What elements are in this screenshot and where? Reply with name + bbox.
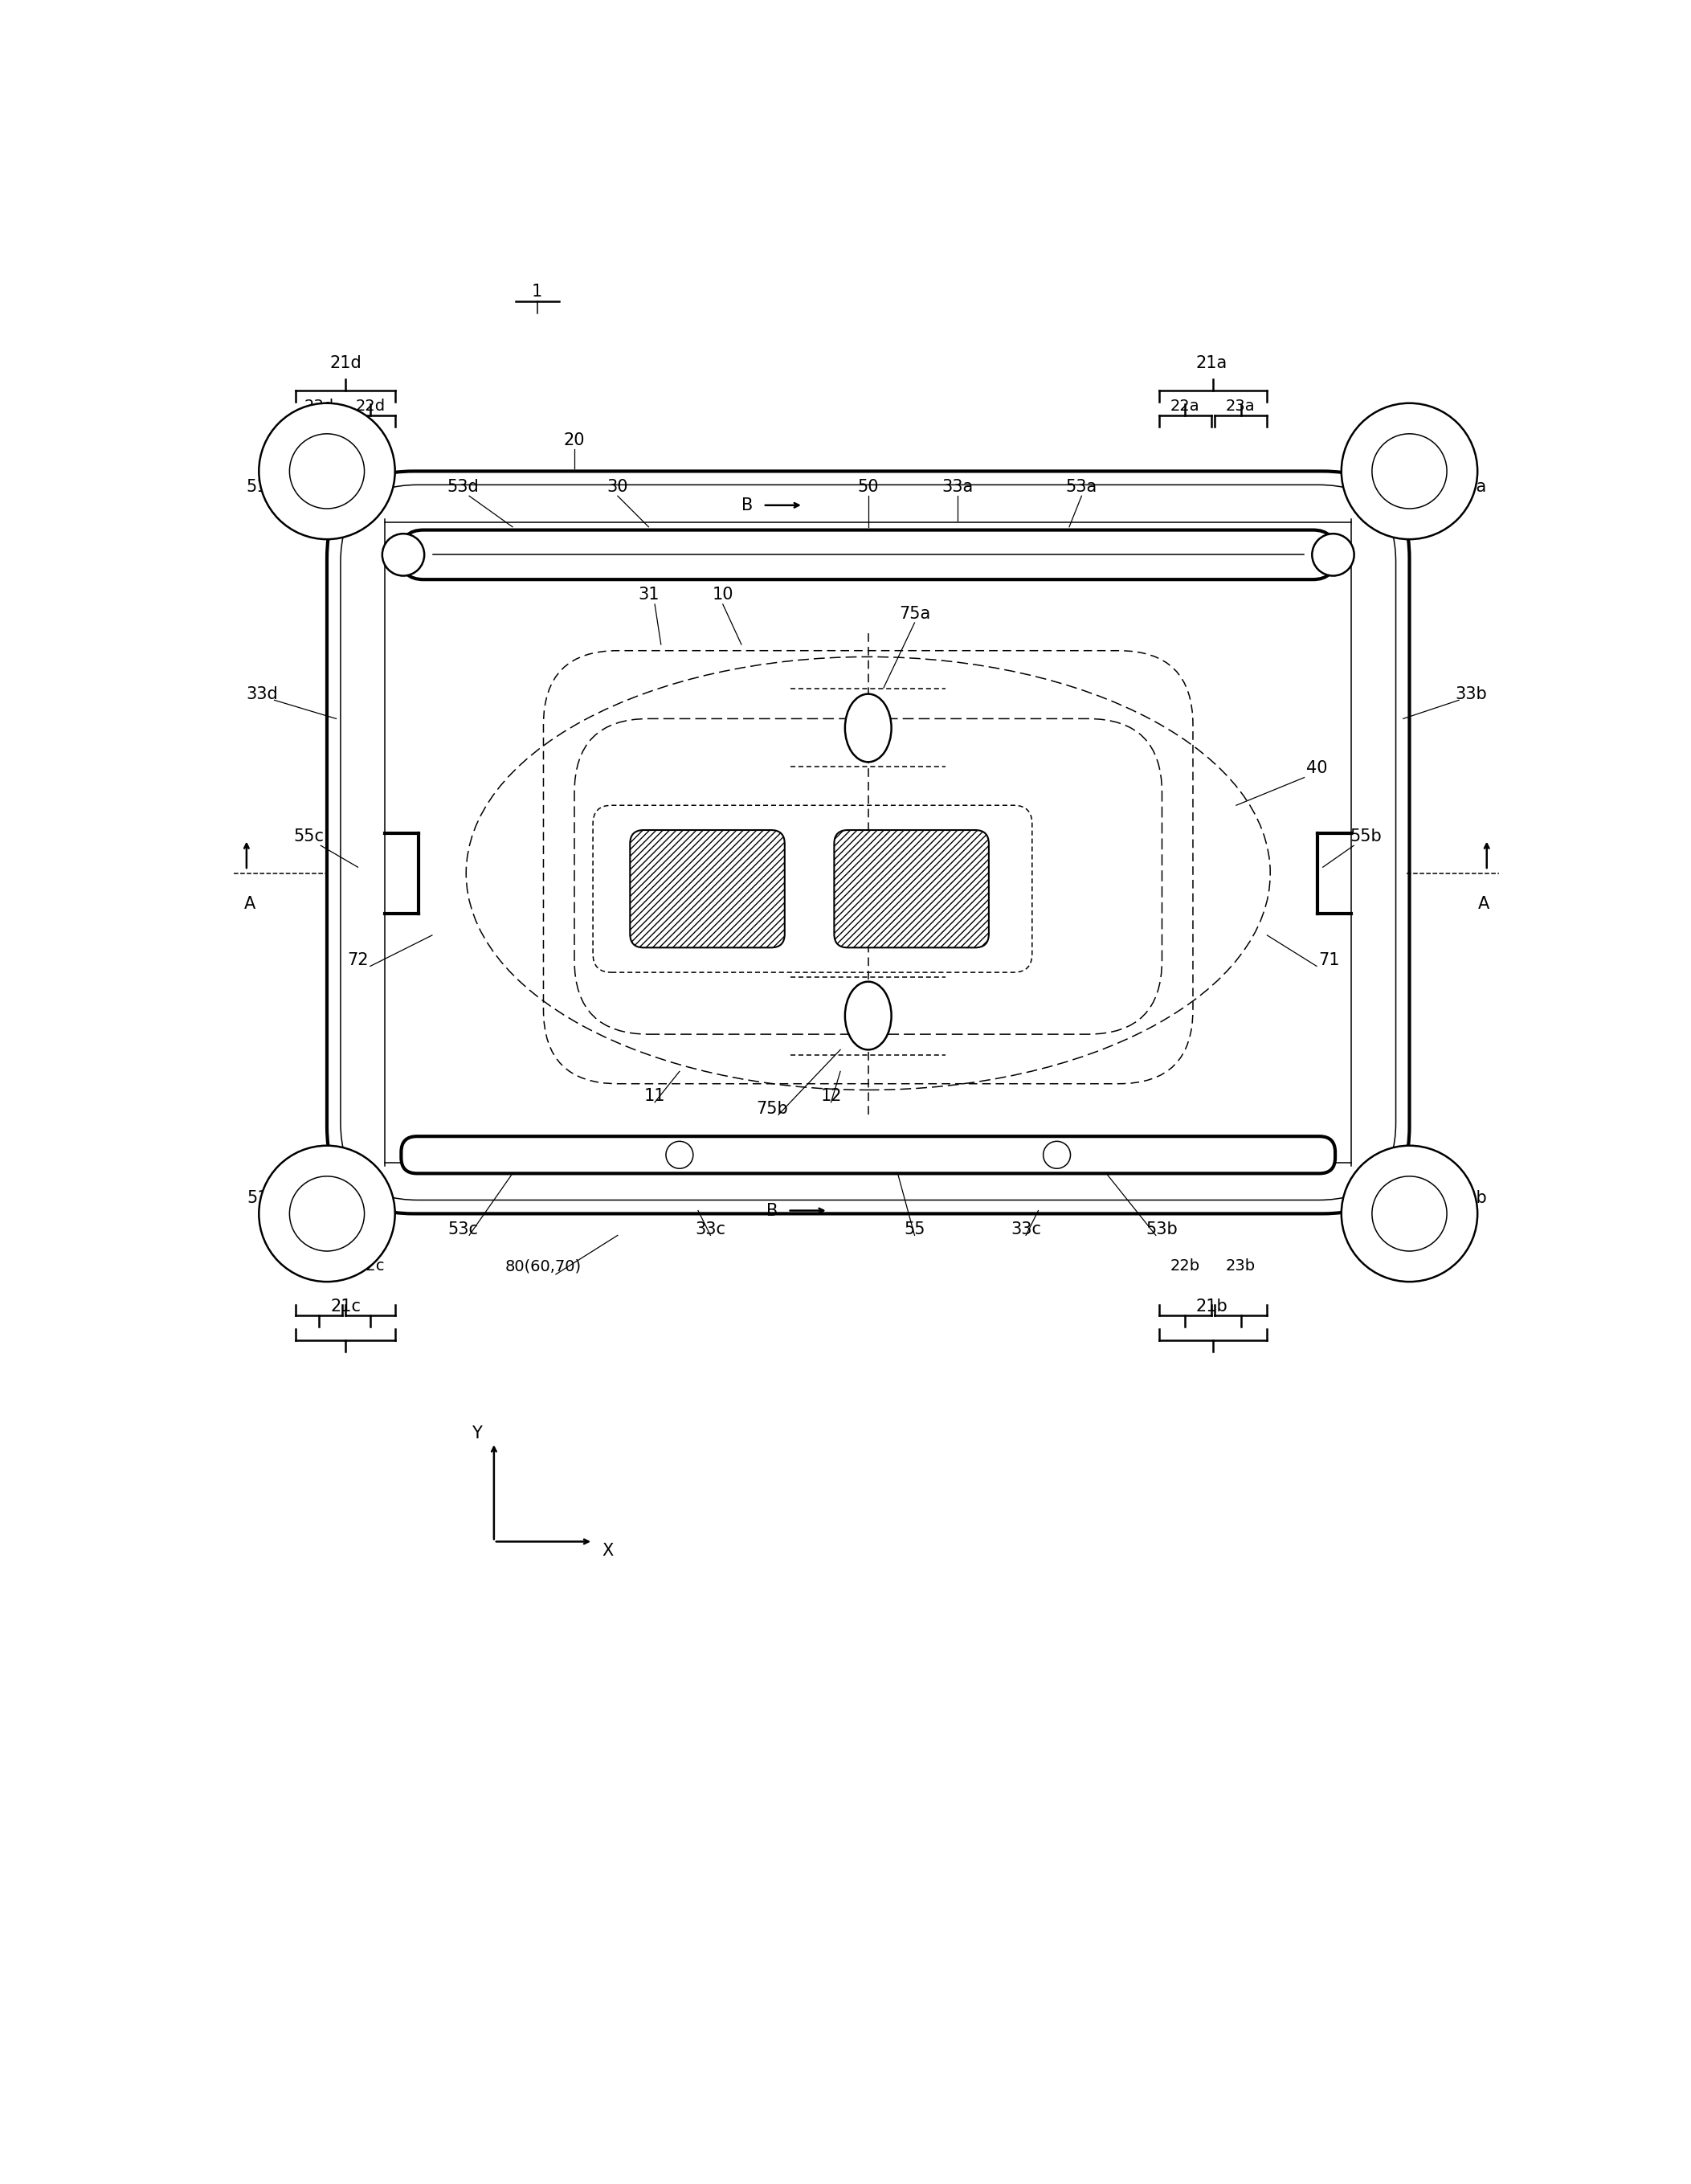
Text: 51c: 51c: [247, 1190, 277, 1206]
Text: 21b: 21b: [1196, 1299, 1228, 1315]
Circle shape: [259, 1147, 396, 1282]
Text: 75a: 75a: [900, 605, 930, 622]
Circle shape: [382, 533, 424, 577]
Text: 23c: 23c: [304, 1258, 333, 1273]
Circle shape: [1341, 1147, 1478, 1282]
Text: 75b: 75b: [756, 1101, 788, 1116]
Text: A: A: [244, 895, 255, 913]
FancyBboxPatch shape: [401, 1136, 1336, 1173]
Text: 71: 71: [1319, 952, 1339, 968]
Text: 50: 50: [857, 478, 879, 496]
Text: 22a: 22a: [1170, 400, 1199, 415]
Text: 55: 55: [905, 1221, 925, 1236]
Text: 22d: 22d: [355, 400, 386, 415]
Circle shape: [1312, 533, 1354, 577]
Text: 51a: 51a: [1456, 478, 1486, 496]
Text: 51b: 51b: [1456, 1190, 1488, 1206]
Circle shape: [1341, 404, 1478, 539]
Text: 53a: 53a: [1065, 478, 1097, 496]
FancyBboxPatch shape: [834, 830, 989, 948]
Text: 31: 31: [638, 587, 659, 603]
Text: 12: 12: [820, 1088, 842, 1105]
Circle shape: [666, 1142, 693, 1168]
Text: 23b: 23b: [1226, 1258, 1255, 1273]
Text: 33c: 33c: [1011, 1221, 1042, 1236]
Text: 22c: 22c: [357, 1258, 384, 1273]
Text: 21d: 21d: [330, 354, 362, 371]
Ellipse shape: [846, 695, 891, 762]
Text: 21c: 21c: [330, 1299, 360, 1315]
Text: 55c: 55c: [293, 828, 323, 845]
FancyBboxPatch shape: [631, 830, 785, 948]
Text: 10: 10: [712, 587, 734, 603]
Text: 30: 30: [607, 478, 629, 496]
Text: 33a: 33a: [942, 478, 974, 496]
Text: 22b: 22b: [1170, 1258, 1201, 1273]
Text: 53b: 53b: [1146, 1221, 1179, 1236]
Text: 53d: 53d: [446, 478, 479, 496]
Text: 21a: 21a: [1196, 354, 1228, 371]
Circle shape: [1043, 1142, 1070, 1168]
Text: 11: 11: [644, 1088, 666, 1105]
Circle shape: [259, 404, 396, 539]
Text: 33c: 33c: [695, 1221, 725, 1236]
Text: 53c: 53c: [448, 1221, 479, 1236]
Text: A: A: [1478, 895, 1490, 913]
Text: 55b: 55b: [1349, 828, 1382, 845]
Text: 33d: 33d: [245, 686, 277, 701]
FancyBboxPatch shape: [401, 531, 1336, 579]
Text: X: X: [602, 1542, 614, 1559]
Text: 20: 20: [563, 432, 585, 448]
Text: 23d: 23d: [304, 400, 333, 415]
Text: 51d: 51d: [245, 478, 277, 496]
Text: 33b: 33b: [1456, 686, 1488, 701]
Text: 80(60,70): 80(60,70): [506, 1258, 582, 1273]
Text: 1: 1: [533, 284, 543, 299]
Text: 40: 40: [1305, 760, 1327, 775]
Ellipse shape: [846, 981, 891, 1051]
Text: B: B: [766, 1203, 778, 1219]
Text: B: B: [742, 498, 752, 513]
Text: Y: Y: [472, 1426, 482, 1441]
Text: 72: 72: [347, 952, 369, 968]
Text: 23a: 23a: [1226, 400, 1255, 415]
